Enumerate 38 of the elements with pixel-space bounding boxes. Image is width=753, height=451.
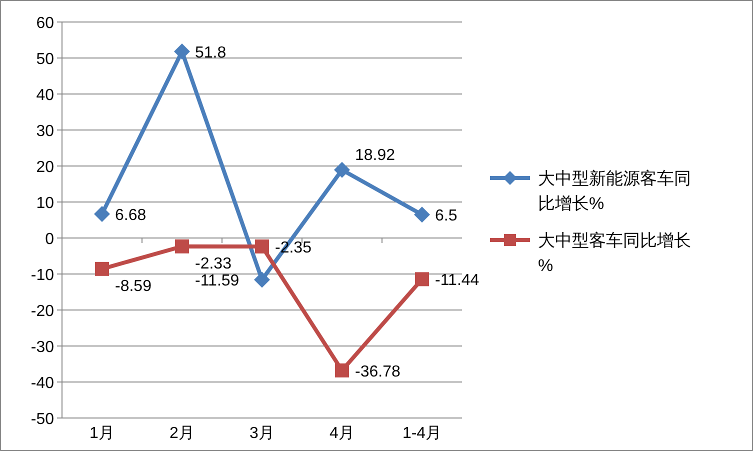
y-tick-label: -20: [30, 303, 54, 320]
data-label: 18.92: [355, 146, 396, 164]
point: [334, 162, 350, 178]
x-tick-label: 1月: [90, 425, 114, 442]
y-tick-label: 50: [36, 51, 54, 68]
point: [335, 363, 349, 378]
point: [254, 272, 270, 288]
y-tick-label: -40: [30, 375, 54, 392]
x-tick-label: 4月: [330, 425, 354, 442]
legend-label: 大中型客车同比增长%: [538, 231, 691, 275]
data-label: -8.59: [115, 278, 152, 295]
point: [255, 239, 269, 254]
data-label: -11.59: [195, 272, 240, 290]
data-label: 6.68: [115, 206, 146, 224]
data-label: -11.44: [435, 272, 480, 290]
y-tick-label: 10: [36, 195, 54, 212]
y-tick-label: 60: [36, 15, 54, 32]
x-tick-label: 2月: [170, 425, 194, 442]
data-label: -2.33: [195, 255, 232, 272]
y-tick-label: 30: [36, 123, 54, 140]
y-tick-label: 20: [36, 159, 54, 176]
data-label: -36.78: [355, 363, 400, 380]
y-tick-label: -30: [30, 339, 54, 356]
point: [415, 272, 429, 286]
point: [94, 206, 110, 222]
y-tick-label: 0: [45, 231, 54, 248]
point: [414, 206, 430, 223]
y-tick-label: -50: [30, 411, 54, 428]
y-tick-label: -10: [30, 267, 54, 284]
point: [174, 44, 190, 60]
y-tick-label: 40: [36, 87, 54, 104]
point: [175, 239, 189, 254]
data-label: 6.5: [435, 208, 458, 225]
x-tick-label: 1-4月: [402, 425, 442, 442]
x-tick-label: 3月: [250, 425, 274, 442]
data-label: 51.8: [195, 44, 226, 62]
point: [95, 262, 109, 276]
legend-label: 大中型新能源客车同比增长%: [538, 169, 691, 213]
